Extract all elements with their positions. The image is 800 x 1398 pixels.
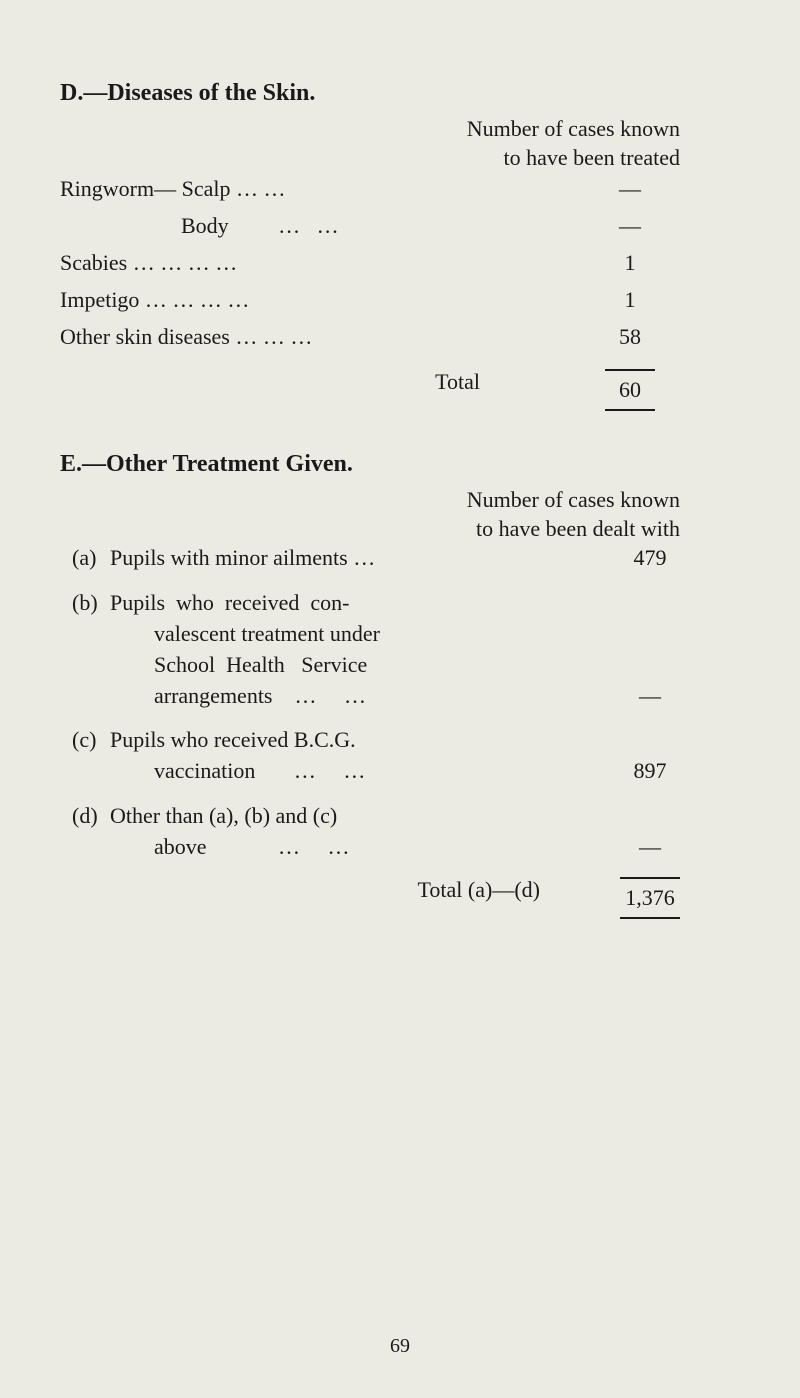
section-d-heading: D.—Diseases of the Skin. xyxy=(60,80,740,107)
total-value: 60 xyxy=(520,369,740,411)
col-header-line2: to have been dealt with xyxy=(476,516,680,541)
item-text: Pupils who received con- valescent treat… xyxy=(110,588,560,711)
row-value: 1 xyxy=(520,246,740,279)
item-text: Pupils with minor ailments … xyxy=(110,543,560,574)
item-text: Other than (a), (b) and (c) above … … xyxy=(110,801,560,863)
rule-top xyxy=(620,877,680,879)
col-header-line2: to have been treated xyxy=(503,145,680,170)
item-value: — xyxy=(560,832,740,863)
row-label: Ringworm— Scalp … … xyxy=(60,172,520,205)
item-marker: (d) xyxy=(60,801,110,863)
section-d-total: Total 60 xyxy=(60,369,740,411)
section-e-total: Total (a)—(d) 1,376 xyxy=(60,877,740,919)
total-value: 1,376 xyxy=(560,877,740,919)
list-item: (b) Pupils who received con- valescent t… xyxy=(60,588,740,711)
row-value: 58 xyxy=(520,320,740,353)
total-number: 60 xyxy=(619,377,641,402)
table-row: Impetigo … … … … 1 xyxy=(60,283,740,316)
row-label: Scabies … … … … xyxy=(60,246,520,279)
row-value: — xyxy=(520,172,740,205)
table-row: Body … … — xyxy=(60,209,740,242)
rule-bottom xyxy=(605,409,655,411)
total-number: 1,376 xyxy=(625,885,675,910)
item-value: 479 xyxy=(560,543,740,574)
col-header-line1: Number of cases known xyxy=(467,116,680,141)
total-label: Total xyxy=(60,369,520,411)
item-text: Pupils who received B.C.G. vaccination …… xyxy=(110,725,560,787)
list-item: (a) Pupils with minor ailments … 479 xyxy=(60,543,740,574)
row-label: Other skin diseases … … … xyxy=(60,320,520,353)
row-value: — xyxy=(520,209,740,242)
item-value: — xyxy=(560,681,740,712)
table-row: Other skin diseases … … … 58 xyxy=(60,320,740,353)
rule-bottom xyxy=(620,917,680,919)
item-marker: (b) xyxy=(60,588,110,711)
item-value: 897 xyxy=(560,756,740,787)
section-e-col-header: Number of cases known to have been dealt… xyxy=(60,486,740,543)
section-e-heading: E.—Other Treatment Given. xyxy=(60,451,740,478)
col-header-line1: Number of cases known xyxy=(467,487,680,512)
table-row: Scabies … … … … 1 xyxy=(60,246,740,279)
section-d-col-header: Number of cases known to have been treat… xyxy=(60,115,740,172)
row-label: Impetigo … … … … xyxy=(60,283,520,316)
row-label: Body … … xyxy=(60,209,520,242)
row-value: 1 xyxy=(520,283,740,316)
item-marker: (c) xyxy=(60,725,110,787)
table-row: Ringworm— Scalp … … — xyxy=(60,172,740,205)
item-marker: (a) xyxy=(60,543,110,574)
list-item: (d) Other than (a), (b) and (c) above … … xyxy=(60,801,740,863)
list-item: (c) Pupils who received B.C.G. vaccinati… xyxy=(60,725,740,787)
page-number: 69 xyxy=(0,1335,800,1358)
rule-top xyxy=(605,369,655,371)
total-label: Total (a)—(d) xyxy=(60,877,560,919)
